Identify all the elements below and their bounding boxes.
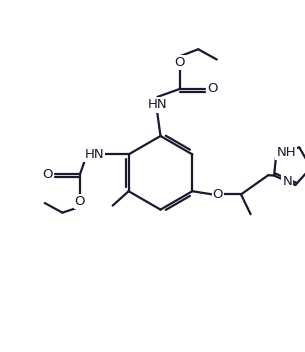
Text: O: O (207, 82, 217, 95)
Text: HN: HN (84, 148, 104, 161)
Text: O: O (213, 188, 223, 201)
Text: O: O (174, 56, 185, 69)
Text: O: O (43, 168, 53, 181)
Text: O: O (75, 195, 85, 208)
Text: N: N (282, 175, 292, 188)
Text: NH: NH (276, 146, 296, 159)
Text: HN: HN (148, 99, 167, 112)
